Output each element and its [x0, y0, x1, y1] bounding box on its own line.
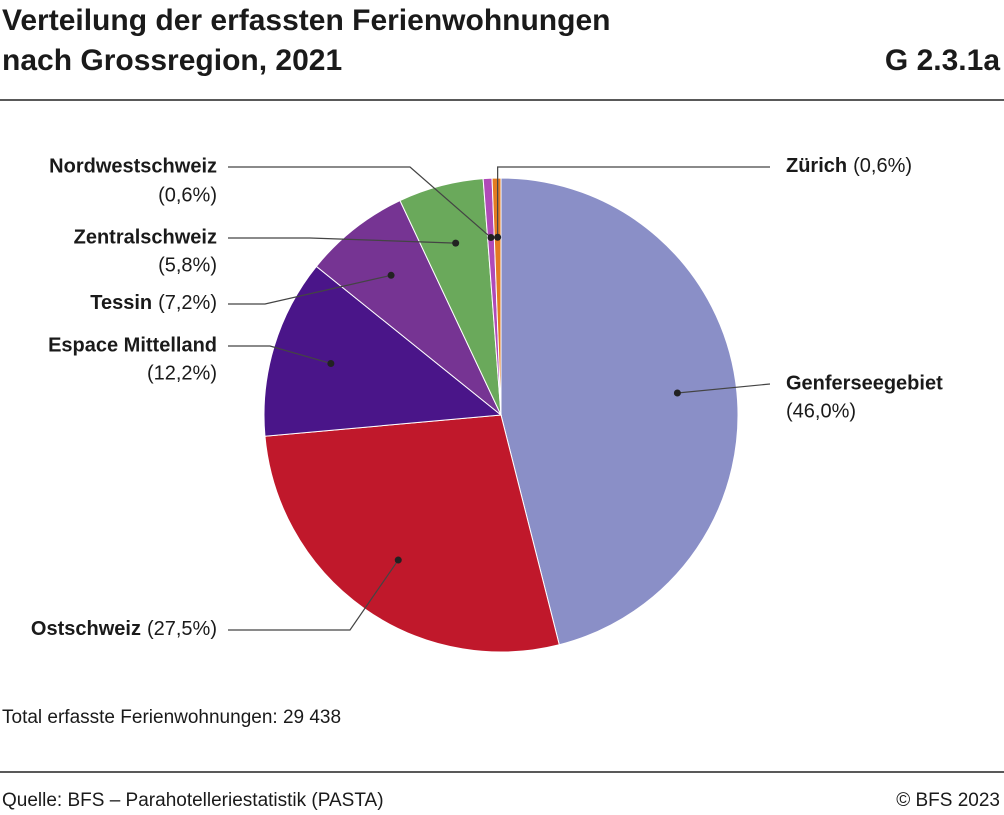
category-label: Genferseegebiet [786, 372, 943, 394]
note: Total erfasste Ferienwohnungen: 29 438 [2, 707, 341, 728]
category-label: Zürich [786, 155, 847, 177]
pie-slice [264, 414, 560, 653]
category-label: Ostschweiz [31, 618, 141, 640]
slice-label: Tessin (7,2%) [90, 292, 217, 314]
value-label: (0,6%) [853, 155, 912, 177]
leader-dot [394, 556, 402, 564]
value-label: (12,2%) [147, 362, 217, 384]
source: Quelle: BFS – Parahotelleriestatistik (P… [2, 790, 384, 811]
category-label: Espace Mittelland [48, 334, 217, 356]
leader-dot [487, 234, 495, 242]
copyright: © BFS 2023 [896, 790, 1000, 811]
chart-title: nach Grossregion, 2021 [2, 44, 342, 77]
value-label: (7,2%) [158, 292, 217, 314]
category-label: Nordwestschweiz [49, 155, 217, 177]
leader-dot [452, 239, 460, 247]
pie-slice [263, 265, 503, 437]
leader-dot [673, 389, 681, 397]
leader-line [228, 559, 399, 631]
leader-line [497, 166, 770, 238]
chart-id: G 2.3.1a [885, 44, 1000, 77]
slice-label: Zürich (0,6%) [786, 155, 912, 177]
leader-line [677, 383, 771, 394]
leader-line [228, 166, 492, 238]
category-label: Tessin [90, 292, 152, 314]
leader-dot [387, 271, 395, 279]
category-label: Zentralschweiz [74, 226, 217, 248]
chart-title: Verteilung der erfassten Ferienwohnungen [2, 4, 610, 37]
value-label: (46,0%) [786, 400, 856, 422]
value-label: (27,5%) [147, 618, 217, 640]
leader-dot [327, 359, 335, 367]
pie-slice [315, 199, 502, 416]
value-label: (5,8%) [158, 254, 217, 276]
leader-dot [494, 233, 502, 241]
pie-slice [500, 177, 739, 646]
slice-label: Ostschweiz (27,5%) [31, 618, 217, 640]
value-label: (0,6%) [158, 184, 217, 206]
leader-line [228, 345, 332, 365]
leader-line [228, 274, 392, 305]
leader-line [228, 237, 456, 244]
